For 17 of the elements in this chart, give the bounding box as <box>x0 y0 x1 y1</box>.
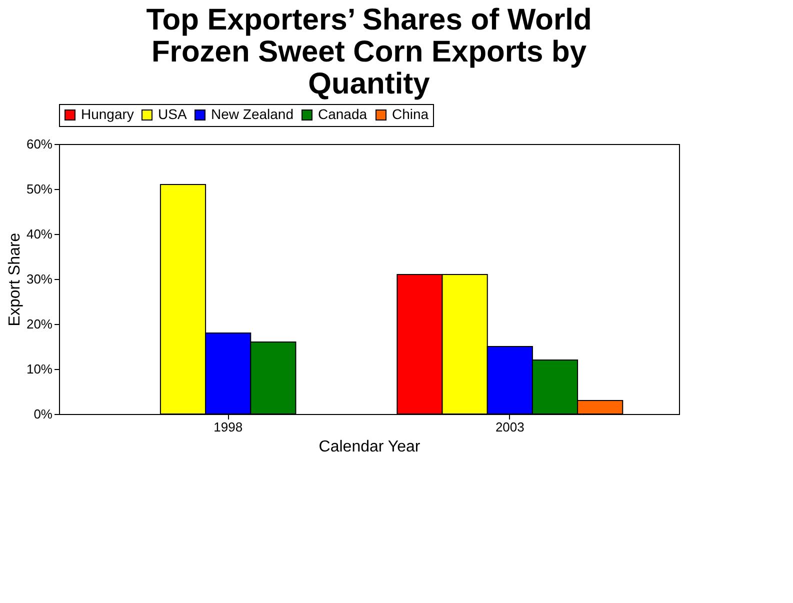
y-tick-label: 10% <box>26 362 53 376</box>
legend-label: Canada <box>318 106 368 122</box>
x-tick-label: 1998 <box>214 420 243 434</box>
y-axis-title: Export Share <box>6 232 24 326</box>
y-tick-label: 30% <box>26 272 53 286</box>
legend-label: China <box>392 106 429 122</box>
y-tick-label: 0% <box>34 406 53 422</box>
legend-label: USA <box>158 106 188 122</box>
legend-label: New Zealand <box>211 106 294 122</box>
chart-title: Top Exporters’ Shares of World Frozen Sweet Corn Exports by Quantity <box>146 4 592 100</box>
legend-label: Hungary <box>81 106 134 122</box>
x-axis-title: Calendar Year <box>318 438 421 456</box>
y-tick-label: 60% <box>26 136 53 152</box>
y-tick-label: 20% <box>26 316 53 332</box>
y-tick-label: 50% <box>26 182 53 196</box>
y-tick-label: 40% <box>26 226 53 242</box>
x-tick-label: 2003 <box>495 420 524 434</box>
